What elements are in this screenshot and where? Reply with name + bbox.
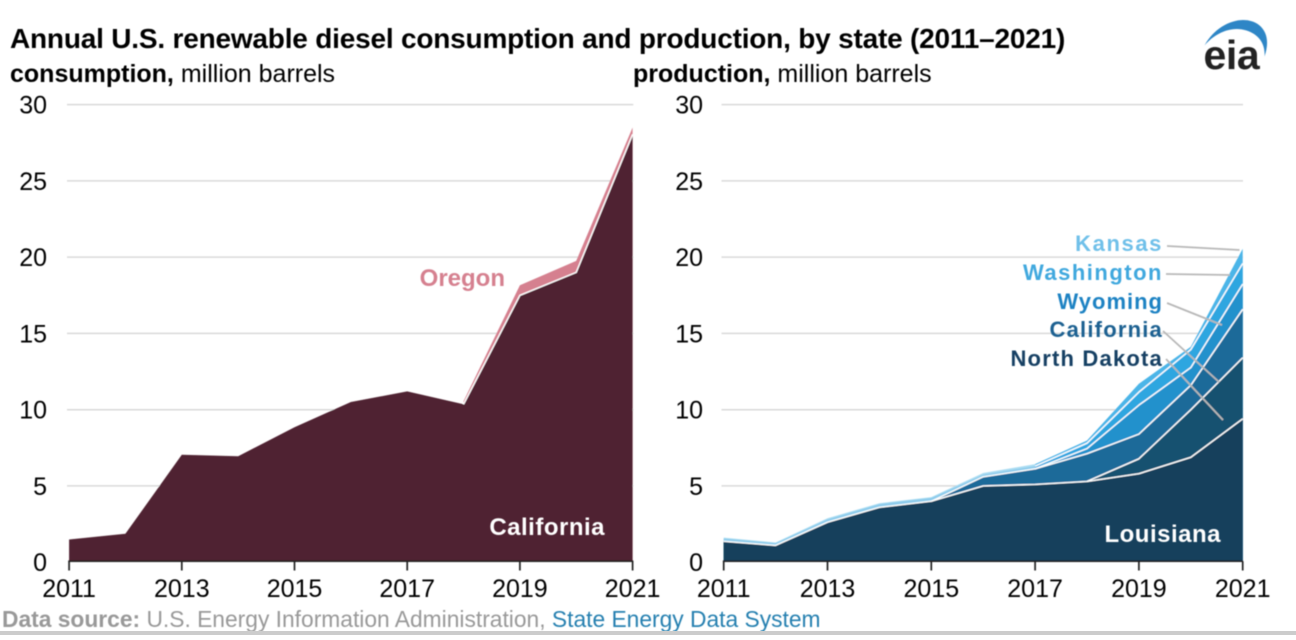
- svg-text:5: 5: [689, 473, 703, 501]
- svg-text:0: 0: [33, 549, 47, 577]
- svg-text:California: California: [1050, 317, 1163, 342]
- svg-text:30: 30: [675, 92, 703, 120]
- svg-text:2011: 2011: [42, 575, 96, 603]
- svg-text:Oregon: Oregon: [420, 265, 505, 292]
- svg-text:Wyoming: Wyoming: [1057, 289, 1163, 314]
- svg-text:20: 20: [19, 244, 47, 272]
- svg-text:25: 25: [19, 168, 47, 196]
- svg-text:2015: 2015: [267, 575, 323, 603]
- svg-text:California: California: [489, 514, 605, 541]
- svg-text:2017: 2017: [379, 575, 435, 603]
- svg-text:2011: 2011: [697, 575, 751, 603]
- svg-text:2013: 2013: [800, 575, 856, 603]
- svg-text:10: 10: [19, 397, 47, 425]
- svg-text:15: 15: [19, 320, 47, 348]
- svg-text:North Dakota: North Dakota: [1010, 346, 1163, 371]
- svg-text:consumption, million barrels: consumption, million barrels: [10, 60, 335, 88]
- svg-text:eia: eia: [1204, 32, 1261, 78]
- svg-text:2015: 2015: [903, 575, 959, 603]
- svg-text:Louisiana: Louisiana: [1104, 521, 1221, 548]
- svg-text:Washington: Washington: [1023, 260, 1163, 285]
- svg-text:production, million barrels: production, million barrels: [633, 60, 932, 88]
- svg-text:10: 10: [675, 397, 703, 425]
- svg-text:25: 25: [675, 168, 703, 196]
- svg-text:5: 5: [33, 473, 47, 501]
- svg-text:15: 15: [675, 320, 703, 348]
- svg-text:2019: 2019: [492, 575, 548, 603]
- svg-text:Kansas: Kansas: [1075, 231, 1163, 256]
- svg-text:20: 20: [675, 244, 703, 272]
- svg-text:2013: 2013: [154, 575, 210, 603]
- svg-text:2021: 2021: [1215, 575, 1271, 603]
- svg-text:30: 30: [19, 92, 47, 120]
- svg-text:2021: 2021: [605, 575, 661, 603]
- svg-text:0: 0: [689, 549, 703, 577]
- svg-text:Annual U.S. renewable diesel c: Annual U.S. renewable diesel consumption…: [10, 23, 1065, 54]
- svg-text:2019: 2019: [1111, 575, 1167, 603]
- svg-text:Data source: U.S. Energy Infor: Data source: U.S. Energy Information Adm…: [2, 606, 821, 632]
- svg-text:2017: 2017: [1007, 575, 1063, 603]
